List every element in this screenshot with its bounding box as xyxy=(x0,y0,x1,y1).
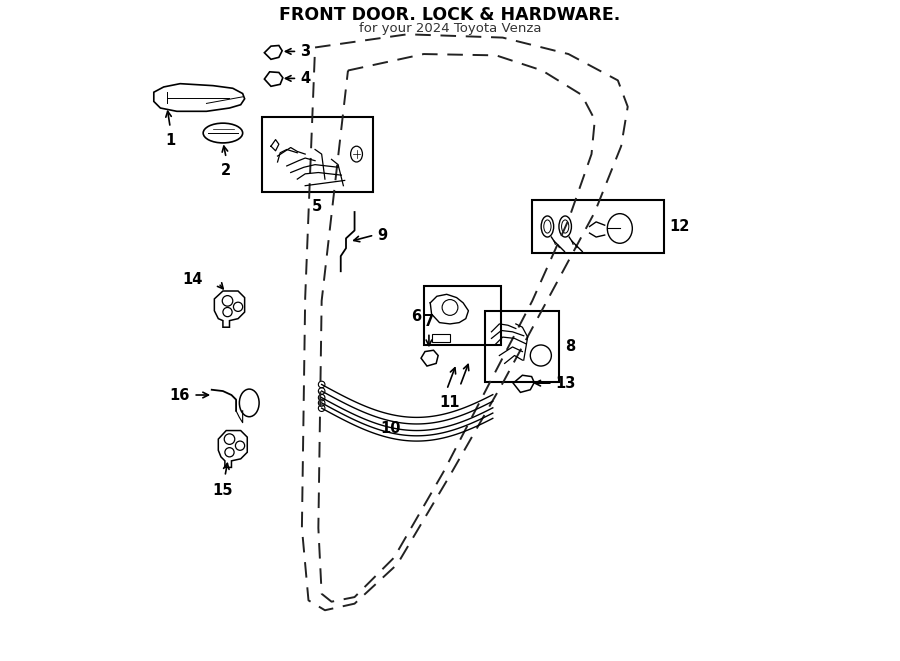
Text: 1: 1 xyxy=(165,133,176,148)
Bar xyxy=(432,334,450,342)
Text: 2: 2 xyxy=(221,163,231,178)
Text: 13: 13 xyxy=(555,375,576,391)
Text: 3: 3 xyxy=(300,44,310,59)
Bar xyxy=(263,116,373,192)
Text: 15: 15 xyxy=(212,483,233,498)
Bar xyxy=(424,286,501,345)
Text: for your 2024 Toyota Venza: for your 2024 Toyota Venza xyxy=(359,22,541,36)
Text: 12: 12 xyxy=(670,219,689,234)
Text: 10: 10 xyxy=(381,421,401,436)
Text: 7: 7 xyxy=(424,314,434,329)
Bar xyxy=(532,200,664,253)
Text: FRONT DOOR. LOCK & HARDWARE.: FRONT DOOR. LOCK & HARDWARE. xyxy=(279,6,621,24)
Text: 8: 8 xyxy=(565,340,575,354)
Text: 5: 5 xyxy=(312,199,322,214)
Text: 14: 14 xyxy=(183,272,203,287)
Text: 11: 11 xyxy=(440,395,460,410)
Text: 6: 6 xyxy=(411,309,421,323)
Text: 16: 16 xyxy=(169,387,190,403)
Text: 9: 9 xyxy=(378,227,388,243)
Text: 4: 4 xyxy=(300,71,310,86)
Bar xyxy=(485,311,559,382)
